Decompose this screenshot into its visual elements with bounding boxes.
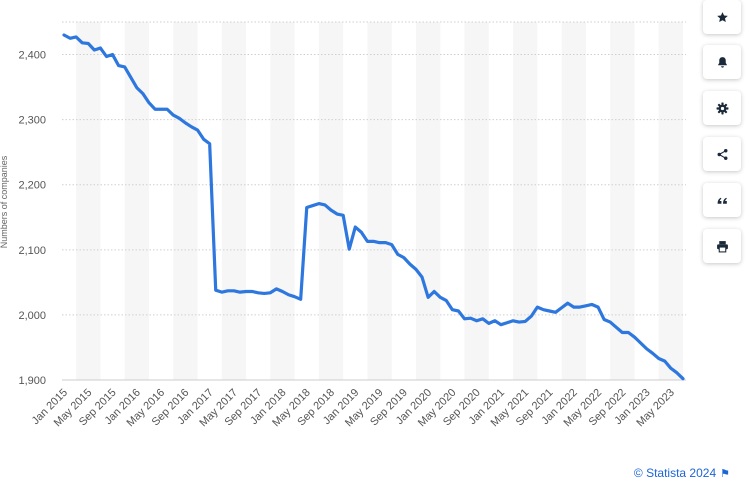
share-button[interactable]: [703, 137, 741, 171]
plot-band: [464, 22, 489, 380]
plot-bands: [76, 22, 683, 380]
y-tick-label: 2,100: [18, 245, 46, 257]
y-axis-ticks: 1,900 2,000 2,100 2,200 2,300 2,400: [18, 50, 46, 387]
grid-lines: [62, 21, 686, 381]
plot-band: [318, 22, 344, 380]
plot-band: [658, 22, 683, 380]
plot-band: [173, 22, 198, 380]
plot-band: [367, 22, 392, 380]
credit-text[interactable]: © Statista 2024: [633, 466, 717, 480]
plot-band: [415, 22, 441, 380]
quote-icon: [717, 197, 727, 204]
flag-icon: ⚑: [720, 468, 730, 480]
statista-credit[interactable]: © Statista 2024 ⚑: [634, 466, 730, 480]
plot-band: [221, 22, 247, 380]
y-tick-label: 2,300: [18, 115, 46, 127]
y-tick-label: 1,900: [18, 375, 46, 387]
plot-band: [610, 22, 635, 380]
print-button[interactable]: [703, 229, 741, 263]
gear-icon: [716, 102, 728, 114]
share-icon: [717, 148, 727, 160]
y-axis-title: Numbers of companies: [0, 155, 9, 248]
cite-button[interactable]: [703, 183, 741, 217]
bell-icon: [717, 56, 727, 68]
favorite-button[interactable]: [703, 0, 741, 34]
series-line: [62, 33, 685, 381]
star-icon: [716, 11, 728, 22]
print-icon: [716, 240, 728, 252]
plot-band: [270, 22, 295, 380]
plot-band: [513, 22, 538, 380]
settings-button[interactable]: [703, 91, 741, 125]
y-tick-label: 2,400: [18, 50, 46, 62]
plot-band: [124, 22, 149, 380]
y-tick-label: 2,200: [18, 180, 46, 192]
plot-band: [76, 22, 101, 380]
notification-button[interactable]: [703, 45, 741, 79]
plot-band: [561, 22, 586, 380]
y-tick-label: 2,000: [18, 310, 46, 322]
